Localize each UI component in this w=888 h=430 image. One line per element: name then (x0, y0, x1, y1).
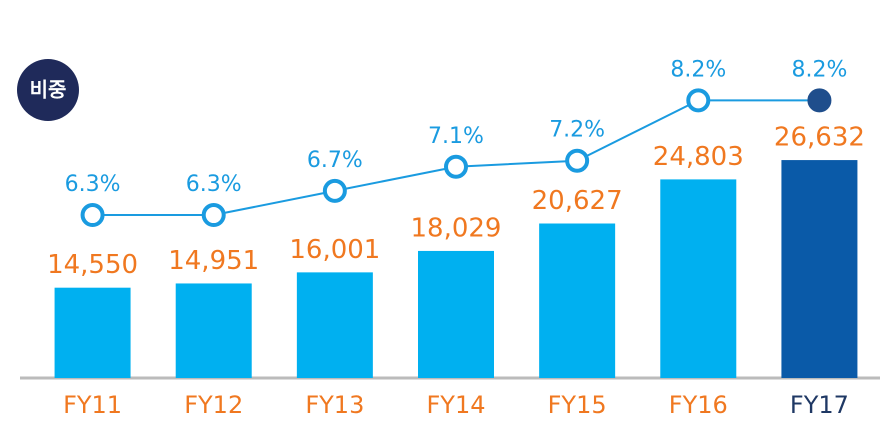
line-point (807, 88, 832, 113)
line-value-label: 8.2% (791, 57, 847, 82)
bar (175, 283, 252, 378)
line-value-label: 6.3% (186, 172, 242, 197)
line-value-label: 8.2% (670, 57, 726, 82)
bar-value-label: 20,627 (532, 186, 623, 216)
bar (296, 272, 373, 378)
bar (539, 223, 616, 378)
bar (781, 160, 858, 378)
line-point (444, 154, 468, 179)
badge-circle (17, 59, 79, 121)
x-tick-label: FY15 (548, 391, 607, 419)
x-tick-label: FY13 (305, 391, 364, 419)
x-tick-label: FY16 (669, 391, 728, 419)
line-point (686, 88, 711, 113)
line-value-label: 6.3% (65, 172, 121, 197)
x-tick-label: FY11 (63, 391, 122, 419)
bar-value-label: 26,632 (774, 123, 865, 153)
bar-value-label: 14,951 (168, 246, 259, 276)
line-value-label: 6.7% (307, 148, 363, 173)
x-tick-label: FY17 (790, 391, 849, 419)
bar (660, 179, 737, 378)
bar (418, 250, 494, 378)
badge-label: 비중 (30, 78, 67, 102)
bar-value-label: 16,001 (289, 235, 380, 265)
bar-value-label: 24,803 (653, 142, 744, 172)
line-point (565, 148, 590, 173)
x-tick-label: FY14 (426, 391, 485, 419)
line-point (201, 203, 226, 228)
line-value-label: 7.1% (428, 124, 484, 149)
bar-value-label: 14,550 (47, 250, 138, 280)
bar-value-label: 18,029 (411, 213, 502, 243)
line-point (80, 203, 105, 228)
line-value-label: 7.2% (549, 118, 605, 143)
x-tick-label: FY12 (184, 391, 243, 419)
bar (54, 287, 131, 378)
line-point (322, 178, 347, 203)
